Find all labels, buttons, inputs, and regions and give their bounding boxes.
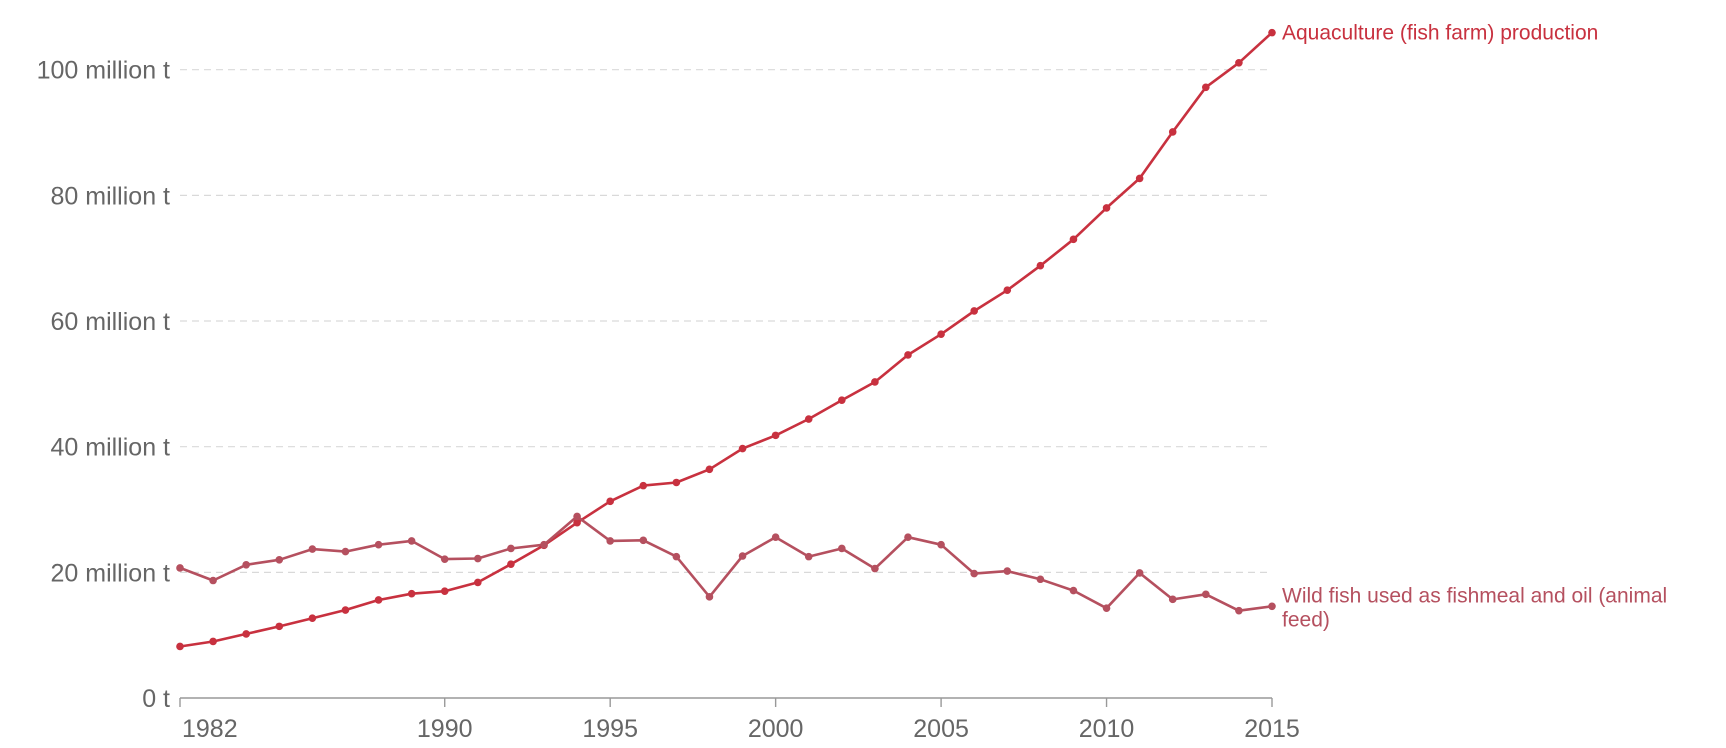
data-point [672,478,681,487]
x-tick-label: 1990 [417,715,473,743]
data-point [937,330,945,339]
series-label: Aquaculture (fish farm) production [1282,22,1598,45]
data-point [838,396,846,404]
data-point [573,512,581,521]
data-point [308,614,317,623]
data-point [308,545,317,553]
y-tick-label: 60 million t [51,308,171,336]
data-point [1069,586,1078,595]
series-labels: Aquaculture (fish farm) production Wild f… [1282,22,1667,632]
data-point [1069,235,1078,244]
x-tick-label: 2010 [1079,715,1135,743]
x-tick-label: 1995 [582,715,638,743]
data-point [871,564,879,573]
data-point [507,544,515,553]
data-point [705,465,714,474]
x-axis-ticks: 1982 1990 1995 2000 2005 2010 2015 [179,698,1300,743]
data-point [209,637,217,646]
data-point [1036,261,1045,270]
data-point [771,431,780,440]
y-tick-label: 100 million t [37,57,170,85]
data-point [209,576,217,585]
data-point [275,622,284,631]
data-point [242,630,250,638]
data-point [407,537,416,545]
data-point [1135,174,1144,183]
data-point [1003,286,1012,295]
data-point [904,351,912,359]
data-point [540,540,548,549]
series-points [176,28,1276,651]
data-point [176,642,184,651]
data-point [1235,606,1243,615]
y-tick-label: 40 million t [51,434,171,462]
data-point [738,444,747,453]
data-point [771,533,780,541]
data-point [474,578,482,587]
series-line-1 [178,515,1274,613]
data-point [970,307,978,315]
y-tick-label: 0 t [142,685,170,713]
data-point [639,536,648,545]
data-point [440,587,449,595]
data-point [341,606,350,614]
data-point [804,552,813,561]
data-point [606,497,614,506]
grid-lines [180,69,1272,573]
series-line-0 [178,31,1274,648]
y-axis-labels: 0 t 20 million t 40 million t 60 million t 8… [37,57,170,713]
data-point [937,540,945,549]
data-point [1268,28,1276,37]
series-label-line: Wild fish used as fishmeal and oil (anim… [1282,584,1667,607]
data-point [474,554,482,563]
series-lines [178,31,1274,648]
data-point [407,589,416,598]
data-point [871,378,879,386]
x-tick-label: 1982 [182,715,238,743]
data-point [275,555,284,564]
y-tick-label: 80 million t [51,182,171,210]
data-point [374,540,383,549]
data-point [176,564,184,572]
data-point [705,593,714,601]
data-point [970,569,978,578]
data-point [1202,590,1210,599]
data-point [440,555,449,563]
data-point [606,537,614,545]
data-point [1102,204,1111,212]
x-tick-label: 2005 [913,715,969,743]
data-point [904,533,912,541]
data-point [341,547,350,556]
data-point [1102,604,1111,612]
data-point [1235,58,1243,67]
data-point [1168,128,1177,136]
data-point [374,596,383,604]
data-point [1135,569,1144,577]
series-label-line: Aquaculture (fish farm) production [1282,22,1598,45]
data-point [1168,595,1177,604]
data-point [672,552,681,561]
data-point [507,560,515,568]
x-tick-label: 2015 [1244,715,1300,743]
y-tick-label: 20 million t [51,559,171,587]
data-point [1202,83,1210,92]
series-label-line: feed) [1282,608,1330,631]
data-point [804,415,813,423]
data-point [242,561,250,569]
series-label: Wild fish used as fishmeal and oil (anim… [1282,584,1667,631]
data-point [1036,575,1045,584]
data-point [573,518,581,527]
data-point [838,544,846,553]
data-point [1268,602,1276,611]
data-point [738,552,747,560]
x-tick-label: 2000 [748,715,804,743]
data-point [1003,567,1012,575]
data-point [639,481,648,490]
